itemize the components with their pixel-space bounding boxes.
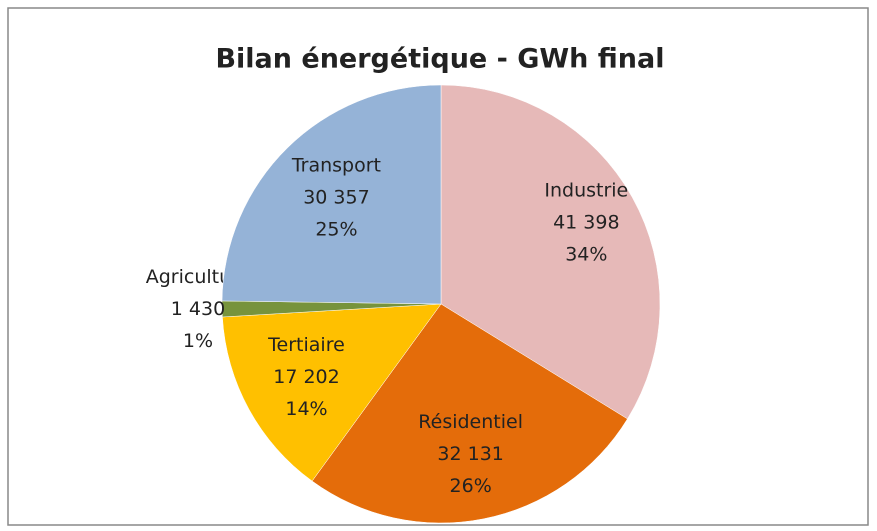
slice-label: Résidentiel [418, 411, 523, 433]
slice-value: 1 430 [171, 298, 225, 320]
slice-value: 30 357 [303, 186, 369, 208]
slice-percent: 34% [565, 243, 607, 265]
pie-slice [221, 84, 442, 305]
chart-title: Bilan énergétique - GWh final [215, 44, 664, 75]
slice-percent: 1% [183, 330, 213, 352]
slice-value: 32 131 [437, 443, 503, 465]
pie-slice [222, 303, 442, 482]
slice-label: Transport [291, 154, 381, 176]
slice-percent: 25% [315, 218, 357, 240]
pie-slice [440, 84, 661, 420]
slice-percent: 14% [285, 398, 327, 420]
slice-label: Industrie [544, 179, 628, 201]
pie-slice [311, 303, 628, 524]
slice-value: 41 398 [553, 211, 619, 233]
slice-label: Tertiaire [267, 334, 345, 356]
slice-value: 17 202 [273, 366, 339, 388]
slice-percent: 26% [450, 475, 492, 497]
